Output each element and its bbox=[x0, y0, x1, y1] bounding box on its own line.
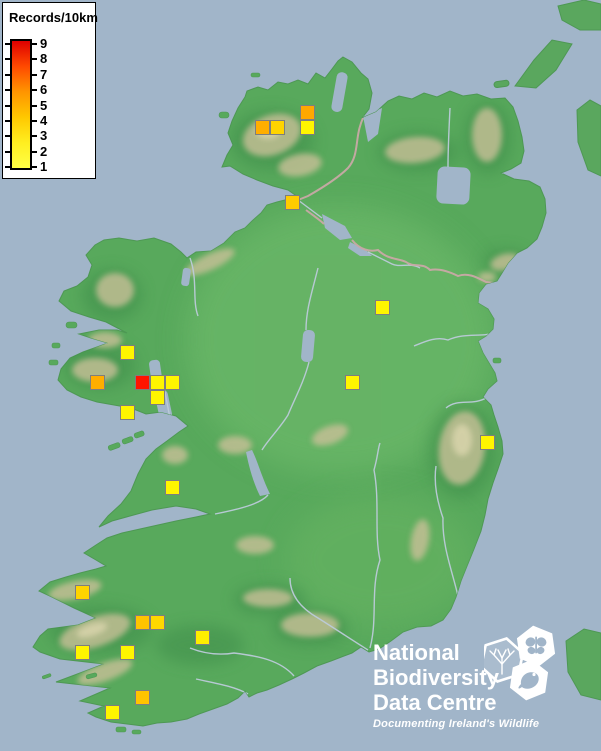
rivers bbox=[164, 107, 498, 695]
grid-square[interactable] bbox=[75, 645, 90, 660]
grid-square[interactable] bbox=[90, 375, 105, 390]
grid-square[interactable] bbox=[345, 375, 360, 390]
legend-tick: 2 bbox=[3, 144, 97, 159]
legend-tick: 8 bbox=[3, 52, 97, 66]
legend-tick: 9 bbox=[3, 37, 97, 51]
grid-square[interactable] bbox=[375, 300, 390, 315]
grid-square[interactable] bbox=[105, 705, 120, 720]
grid-square[interactable] bbox=[135, 690, 150, 705]
ni-border bbox=[297, 117, 495, 284]
legend-color-bar bbox=[10, 39, 32, 170]
grid-square[interactable] bbox=[120, 645, 135, 660]
logo-line-1: National bbox=[373, 640, 460, 665]
grid-square[interactable] bbox=[135, 375, 150, 390]
logo-tagline: Documenting Ireland's Wildlife bbox=[373, 718, 540, 730]
islands bbox=[42, 72, 502, 735]
logo-hexagons bbox=[484, 625, 556, 701]
legend-title: Records/10km bbox=[9, 10, 98, 25]
grid-square[interactable] bbox=[165, 480, 180, 495]
relief-shading bbox=[48, 72, 527, 695]
grid-square[interactable] bbox=[285, 195, 300, 210]
grid-square[interactable] bbox=[120, 405, 135, 420]
grid-square[interactable] bbox=[480, 435, 495, 450]
logo-line-2: Biodiversity bbox=[373, 665, 499, 690]
grid-square[interactable] bbox=[75, 585, 90, 600]
grid-square[interactable] bbox=[255, 120, 270, 135]
logo-text: National Biodiversity Data Centre Docume… bbox=[373, 640, 539, 730]
legend-tick: 5 bbox=[3, 98, 97, 113]
grid-square[interactable] bbox=[165, 375, 180, 390]
grid-square[interactable] bbox=[120, 345, 135, 360]
legend-tick: 3 bbox=[3, 129, 97, 143]
gb-land-fragments bbox=[493, 0, 601, 701]
logo-line-3: Data Centre bbox=[373, 690, 497, 715]
grid-square[interactable] bbox=[300, 105, 315, 120]
butterfly-icon bbox=[516, 625, 556, 667]
animal-icon bbox=[509, 659, 549, 701]
grid-square[interactable] bbox=[135, 615, 150, 630]
grid-square[interactable] bbox=[300, 120, 315, 135]
legend-tick: 6 bbox=[3, 83, 97, 97]
grid-square[interactable] bbox=[150, 390, 165, 405]
legend-tick: 1 bbox=[3, 160, 97, 174]
legend-tick: 7 bbox=[3, 67, 97, 82]
grid-square[interactable] bbox=[195, 630, 210, 645]
grid-square[interactable] bbox=[150, 615, 165, 630]
grid-square[interactable] bbox=[270, 120, 285, 135]
legend-tick: 4 bbox=[3, 114, 97, 128]
grid-square[interactable] bbox=[150, 375, 165, 390]
